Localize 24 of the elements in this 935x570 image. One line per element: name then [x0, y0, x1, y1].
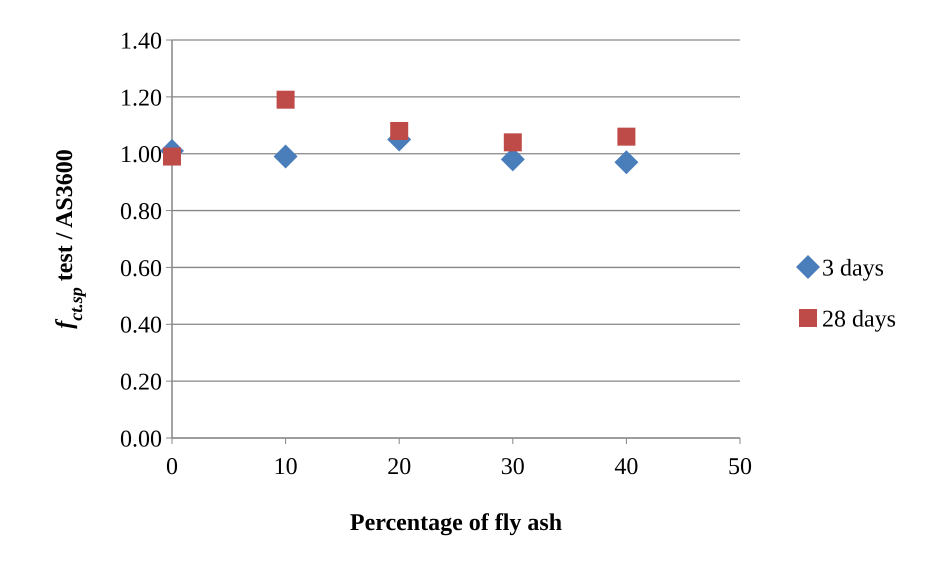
x-tick-label: 40 [614, 454, 638, 480]
x-tick-label: 50 [728, 454, 752, 480]
point [276, 90, 295, 109]
y-tick-label: 0.40 [120, 312, 162, 339]
point [390, 122, 408, 140]
y-tick-label: 0.80 [120, 198, 162, 225]
y-tick-label: 0.60 [120, 256, 162, 282]
y-tick-label: 0.20 [120, 370, 162, 396]
y-tick-label: 1.00 [120, 142, 162, 168]
x-tick-label: 10 [274, 454, 298, 480]
y-tick-label: 1.20 [120, 85, 162, 112]
x-axis-title: Percentage of fly ash [350, 510, 562, 536]
point [504, 133, 522, 152]
point [163, 148, 181, 166]
x-tick-label: 0 [166, 454, 178, 480]
x-tick-label: 20 [387, 454, 412, 480]
y-tick-label: 0.00 [120, 426, 162, 452]
point [274, 144, 298, 169]
point [617, 128, 636, 146]
x-tick-label: 30 [500, 454, 525, 480]
y-tick-label: 1.40 [120, 28, 162, 54]
legend-label: 3 days [822, 255, 884, 282]
point [614, 150, 638, 174]
legend-label: 28 days [822, 306, 896, 332]
